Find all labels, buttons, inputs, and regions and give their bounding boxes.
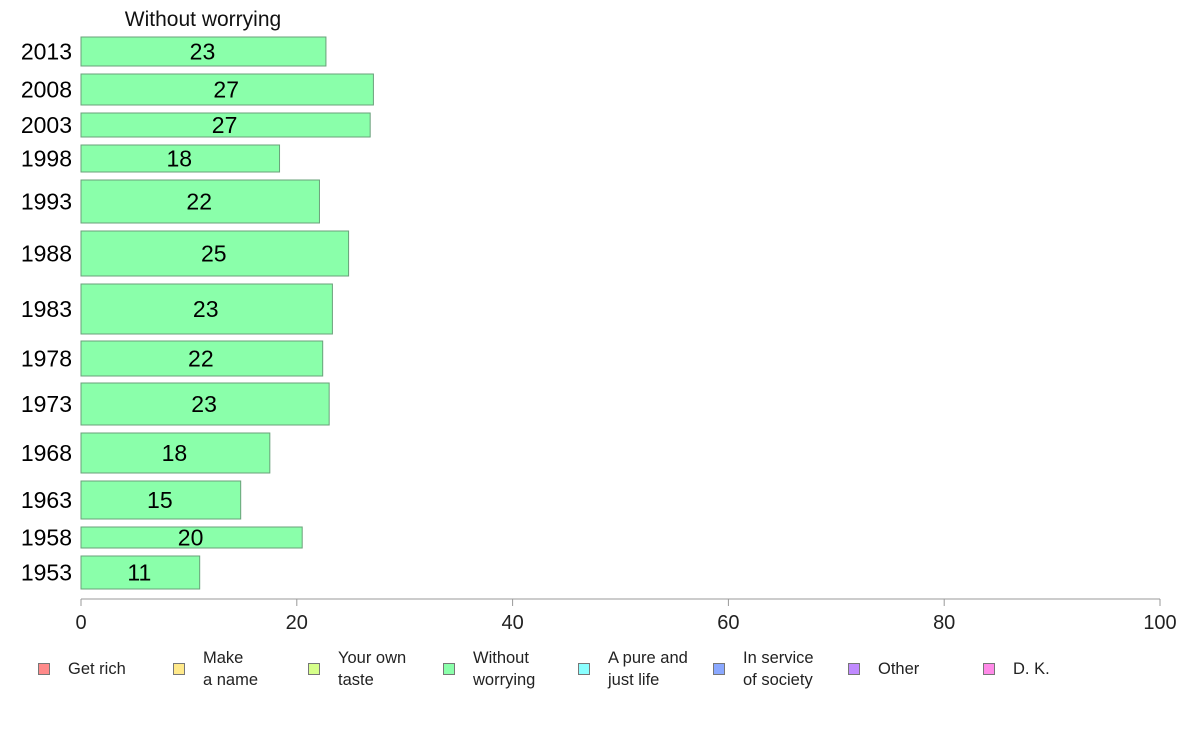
bar-value-label: 25 (201, 241, 227, 267)
bar-value-label: 22 (188, 346, 214, 372)
bar-chart: Without worrying 23272718222523222318152… (21, 8, 1177, 634)
bar-value-label: 20 (178, 525, 204, 551)
legend-swatch (173, 663, 185, 675)
y-tick-label: 1973 (21, 391, 72, 417)
bar-value-label: 27 (212, 112, 238, 138)
x-tick-label: 40 (501, 612, 523, 634)
bar-1983 (80, 283, 333, 335)
y-tick-label: 1988 (21, 241, 72, 267)
legend-item: D. K. (983, 648, 1050, 690)
legend-item: A pure and just life (578, 648, 688, 690)
y-tick-label: 1993 (21, 189, 72, 215)
legend-swatch (983, 663, 995, 675)
bar-1968 (80, 432, 271, 474)
legend-item: Other (848, 648, 919, 690)
legend-label: Without worrying (473, 649, 536, 689)
bar-value-label: 27 (213, 77, 239, 103)
legend-label: Get rich (68, 660, 126, 678)
x-tick-label: 20 (286, 612, 308, 634)
bar-1978 (80, 340, 324, 377)
legend-label: Make a name (203, 649, 259, 689)
bar-value-label: 18 (166, 146, 192, 172)
bar-2013 (80, 36, 327, 67)
chart-title: Without worrying (125, 8, 281, 31)
legend-swatch (713, 663, 725, 675)
legend-item: Make a name (173, 648, 258, 690)
bar-1988 (80, 230, 350, 277)
bar-value-label: 11 (127, 560, 151, 586)
legend-item: Without worrying (443, 648, 535, 690)
y-tick-label: 1968 (21, 440, 72, 466)
y-tick-label: 1983 (21, 296, 72, 322)
y-tick-label: 2003 (21, 112, 72, 138)
bar-1958 (80, 526, 303, 549)
legend-swatch (308, 663, 320, 675)
x-tick-label: 60 (717, 612, 739, 634)
bar-value-label: 18 (162, 440, 188, 466)
y-tick-label: 1998 (21, 146, 72, 172)
x-axis: 0 20 40 60 80 100 (75, 598, 1177, 634)
legend-label: In service of society (743, 649, 814, 689)
legend-swatch (38, 663, 50, 675)
y-tick-labels: 2013 2008 2003 1998 1993 1988 1983 1978 1973 1968… (21, 39, 72, 586)
y-tick-label: 1978 (21, 346, 72, 372)
bar-1993 (80, 179, 320, 224)
bar-2008 (80, 73, 374, 106)
legend-item: Get rich (38, 648, 126, 690)
bar-1963 (80, 480, 242, 520)
legend-swatch (578, 663, 590, 675)
y-tick-label: 2008 (21, 77, 72, 103)
x-tick-label: 0 (75, 612, 86, 634)
legend-label: Other (878, 660, 920, 678)
y-tick-label: 1958 (21, 525, 72, 551)
bar-1973 (80, 382, 330, 426)
bar-value-label: 23 (191, 391, 217, 417)
bar-1953 (80, 555, 201, 590)
bar-value-label: 15 (147, 487, 173, 513)
legend-item: In service of society (713, 648, 814, 690)
legend-label: D. K. (1013, 660, 1050, 678)
y-tick-label: 2013 (21, 39, 72, 65)
x-tick-label: 80 (933, 612, 955, 634)
legend-label: Your own taste (338, 649, 407, 689)
legend: Get rich Make a name Your own taste Without… (38, 648, 1158, 698)
bar-2003 (80, 112, 371, 138)
x-tick-label: 100 (1143, 612, 1176, 634)
bar-1998 (80, 144, 281, 173)
bar-value-label: 23 (193, 296, 219, 322)
bar-value-label: 23 (190, 39, 216, 65)
legend-swatch (848, 663, 860, 675)
legend-swatch (443, 663, 455, 675)
bar-value-label: 22 (186, 189, 212, 215)
y-tick-label: 1953 (21, 560, 72, 586)
legend-item: Your own taste (308, 648, 406, 690)
legend-label: A pure and just life (608, 649, 688, 689)
y-tick-label: 1963 (21, 487, 72, 513)
